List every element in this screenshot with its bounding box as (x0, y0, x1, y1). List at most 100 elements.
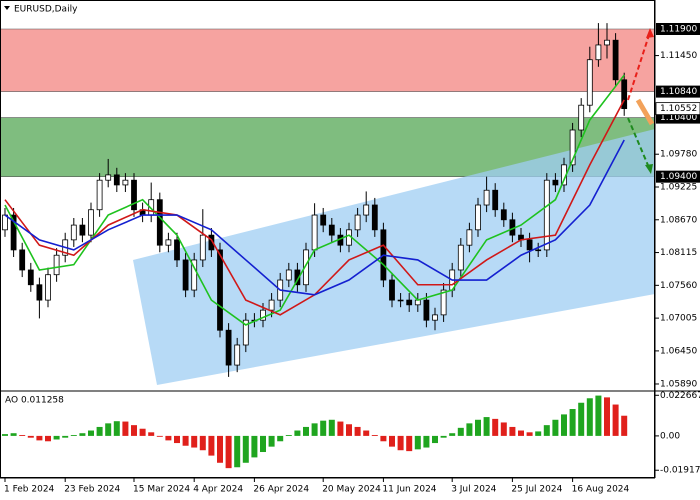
indicator-tick-label: 0.00 (660, 431, 680, 441)
candle-body (113, 174, 120, 186)
candle-body (432, 314, 438, 321)
y-tick-label: 1.06450 (660, 346, 697, 356)
moving-average (4, 74, 625, 326)
ao-bar (449, 433, 456, 436)
candle-body (440, 289, 447, 316)
candle-body (36, 284, 43, 301)
down-arrow (627, 117, 651, 171)
ao-bar (251, 435, 258, 458)
ao-bar (139, 428, 146, 436)
ao-bar (492, 418, 499, 436)
candle-body (79, 224, 86, 236)
candle-body (500, 209, 507, 221)
chart-title: EURUSD,Daily (14, 5, 78, 15)
candle-body (260, 309, 266, 321)
ao-bar (595, 395, 602, 436)
ao-bar (414, 435, 421, 450)
ao-bar (354, 426, 361, 436)
ao-bar (182, 435, 189, 446)
x-tick-label: 11 Jun 2024 (382, 485, 436, 495)
ao-bar (423, 435, 430, 448)
price-level-label: 1.10400 (660, 113, 697, 123)
ao-bar (70, 435, 77, 436)
x-tick-label: 25 Jul 2024 (511, 485, 562, 495)
x-tick-label: 4 Apr 2024 (193, 485, 243, 495)
candle-body (268, 299, 275, 311)
candle-body (242, 319, 249, 346)
y-tick-label: 1.08670 (660, 215, 697, 225)
candle-body (45, 274, 51, 301)
price-level-label: 1.10840 (660, 87, 697, 97)
candle-body (552, 179, 559, 186)
candle-body (311, 214, 318, 251)
x-tick-label: 20 May 2024 (322, 485, 381, 495)
ao-bar (191, 435, 198, 448)
candle-body (604, 39, 610, 46)
ao-bar (552, 419, 559, 436)
candle-body (122, 179, 129, 186)
forecast-segment (635, 98, 655, 126)
ao-bar (156, 435, 163, 437)
candle-body (586, 59, 593, 106)
moving-average (4, 139, 625, 296)
candle-body (191, 259, 198, 291)
candle-body (595, 44, 602, 61)
ao-bar (535, 431, 542, 436)
axis: 1 Feb 2024 23 Feb 2024 15 Mar 2024 4 Apr 20… (4, 23, 700, 495)
ao-bar (62, 435, 69, 438)
candle-body (423, 299, 430, 321)
candle-body (612, 39, 619, 81)
y-tick-label: 1.08115 (660, 248, 697, 258)
candle-body (320, 214, 327, 226)
ao-bar (53, 435, 60, 440)
ao-bar (518, 430, 524, 436)
candle-body (105, 174, 112, 181)
candle-body (397, 299, 404, 302)
indicator-label: AO 0.011258 (5, 396, 64, 406)
ao-bar (36, 435, 43, 441)
price-level-box (656, 170, 700, 183)
ao-bar (509, 426, 516, 436)
y-tick-label: 1.07560 (660, 281, 697, 291)
ao-bar (294, 430, 301, 436)
candle-body (217, 249, 223, 331)
ao-bar (19, 435, 26, 436)
x-tick-label: 15 Mar 2024 (133, 485, 190, 495)
price-level-label: 1.09400 (660, 172, 697, 182)
ao-bar (500, 422, 507, 436)
candle-body (406, 299, 413, 306)
down-arrow-head (645, 164, 653, 174)
ao-bar (242, 435, 249, 463)
ao-bar (277, 435, 284, 442)
ao-bar (526, 432, 533, 436)
candle-body (294, 269, 301, 286)
price-level-box (656, 85, 700, 98)
x-tick-label: 26 Apr 2024 (253, 485, 309, 495)
ao-bar (285, 435, 292, 436)
price-axis-area (655, 0, 700, 500)
price-level-box (656, 23, 700, 36)
ao-bar (79, 433, 86, 436)
ao-bar (268, 435, 275, 447)
ao-bar (174, 435, 180, 444)
ao-bar (105, 423, 112, 436)
ao-bar (604, 397, 610, 436)
ao-bar (165, 435, 172, 441)
ao-bar (27, 435, 34, 438)
ao-bar (122, 421, 129, 436)
candle-body (475, 204, 481, 231)
price-zone (0, 29, 655, 92)
ao-bar (337, 421, 344, 436)
x-tick-label: 23 Feb 2024 (64, 485, 120, 495)
ao-bar (397, 435, 404, 451)
y-tick-label: 1.05890 (660, 379, 697, 389)
current-price-label: 1.10552 (660, 104, 697, 114)
candle-body (165, 239, 172, 246)
candle-body (225, 329, 232, 366)
candle-body (328, 224, 335, 236)
frame (0, 0, 655, 478)
candle-body (285, 269, 292, 281)
ao-bar (389, 435, 395, 447)
x-tick-label: 16 Aug 2024 (572, 485, 630, 495)
